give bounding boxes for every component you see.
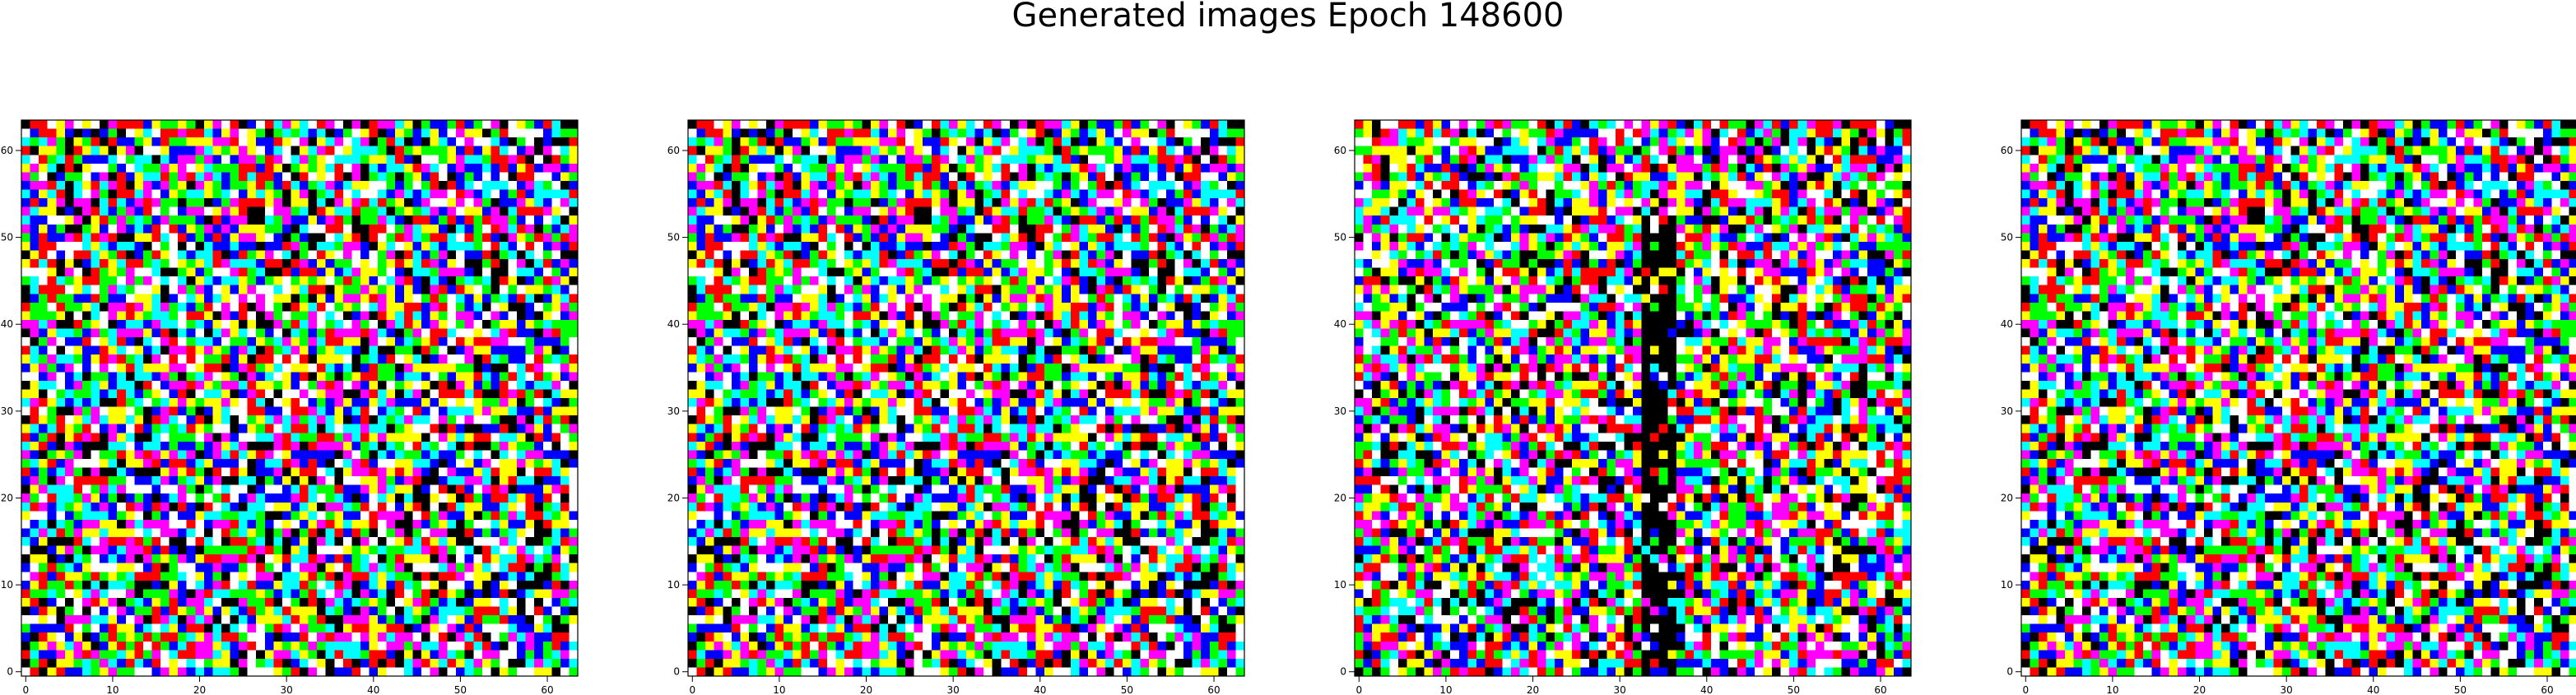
- x-tick-label: 30: [947, 684, 960, 695]
- axes-overlay: 0 10 20 30 40 50 60 0 10 20 30 40 50 60: [2001, 119, 2576, 695]
- generated-image-pixels: [2021, 120, 2576, 676]
- x-tick-label: 0: [22, 684, 29, 695]
- x-tick-label: 40: [367, 684, 379, 695]
- axes-frame: [2020, 119, 2576, 677]
- y-tick-label: 40: [1334, 318, 1346, 330]
- y-tick-label: 50: [1, 232, 13, 243]
- y-tick-label: 30: [667, 405, 680, 417]
- y-tick-label: 40: [1, 318, 13, 330]
- generated-image-pixels: [688, 120, 1244, 676]
- x-tick-label: 50: [1121, 684, 1133, 695]
- y-tick-label: 50: [2001, 232, 2013, 243]
- y-tick-label: 40: [667, 318, 680, 330]
- axes-overlay: 0 10 20 30 40 50 60 0 10 20 30 40 50 60: [1, 119, 579, 695]
- axes-overlay: 0 10 20 30 40 50 60 0 10 20 30 40 50 60: [667, 119, 1245, 695]
- y-tick-label: 0: [2006, 666, 2013, 678]
- y-tick-label: 30: [1, 405, 13, 417]
- x-tick-label: 10: [773, 684, 785, 695]
- generated-image-pixels: [21, 120, 578, 676]
- x-tick-label: 20: [193, 684, 206, 695]
- y-tick-label: 10: [1334, 579, 1346, 591]
- axes-frame: [21, 119, 579, 677]
- y-tick-label: 60: [667, 145, 680, 156]
- x-tick-label: 50: [1788, 684, 1800, 695]
- axes-overlay: 0 10 20 30 40 50 60 0 10 20 30 40 50 60: [1334, 119, 1912, 695]
- x-tick-label: 20: [860, 684, 872, 695]
- x-tick-label: 0: [1355, 684, 1362, 695]
- generated-image-panel-4: 0 10 20 30 40 50 60 0 10 20 30 40 50 60: [2001, 119, 2576, 695]
- y-tick-label: 60: [2001, 145, 2013, 156]
- y-tick-label: 50: [667, 232, 680, 243]
- y-tick-label: 10: [1, 579, 13, 591]
- y-tick-label: 20: [1334, 492, 1346, 503]
- x-tick-label: 30: [2281, 684, 2293, 695]
- x-tick-label: 0: [2022, 684, 2029, 695]
- y-tick-label: 30: [1334, 405, 1346, 417]
- x-tick-label: 60: [2541, 684, 2553, 695]
- x-tick-label: 0: [689, 684, 695, 695]
- x-tick-label: 50: [454, 684, 467, 695]
- y-tick-label: 10: [667, 579, 680, 591]
- x-tick-label: 40: [2367, 684, 2379, 695]
- y-tick-label: 0: [7, 666, 13, 678]
- x-tick-label: 60: [1874, 684, 1886, 695]
- y-tick-label: 50: [1334, 232, 1346, 243]
- x-tick-label: 40: [1034, 684, 1046, 695]
- x-tick-label: 50: [2454, 684, 2467, 695]
- x-tick-label: 60: [1207, 684, 1220, 695]
- y-tick-label: 0: [1340, 666, 1346, 678]
- y-tick-label: 20: [1, 492, 13, 503]
- y-tick-label: 40: [2001, 318, 2013, 330]
- generated-image-panel-2: 0 10 20 30 40 50 60 0 10 20 30 40 50 60: [667, 119, 1245, 695]
- x-tick-label: 20: [2193, 684, 2206, 695]
- axes-frame: [1354, 119, 1912, 677]
- axes-frame: [687, 119, 1245, 677]
- y-tick-label: 10: [2001, 579, 2013, 591]
- x-tick-label: 30: [281, 684, 293, 695]
- figure-title: Generated images Epoch 148600: [1011, 0, 1565, 35]
- generated-image-pixels: [1355, 120, 1911, 676]
- generated-image-panel-1: 0 10 20 30 40 50 60 0 10 20 30 40 50 60: [1, 119, 579, 695]
- x-tick-label: 10: [106, 684, 119, 695]
- x-tick-label: 40: [1700, 684, 1713, 695]
- x-tick-label: 20: [1527, 684, 1539, 695]
- y-tick-label: 60: [1, 145, 13, 156]
- x-tick-label: 60: [541, 684, 553, 695]
- generated-image-panel-3: 0 10 20 30 40 50 60 0 10 20 30 40 50 60: [1334, 119, 1912, 695]
- y-tick-label: 60: [1334, 145, 1346, 156]
- x-tick-label: 10: [1439, 684, 1452, 695]
- x-tick-label: 10: [2106, 684, 2118, 695]
- y-tick-label: 20: [667, 492, 680, 503]
- y-tick-label: 0: [673, 666, 680, 678]
- y-tick-label: 20: [2001, 492, 2013, 503]
- x-tick-label: 30: [1614, 684, 1626, 695]
- y-tick-label: 30: [2001, 405, 2013, 417]
